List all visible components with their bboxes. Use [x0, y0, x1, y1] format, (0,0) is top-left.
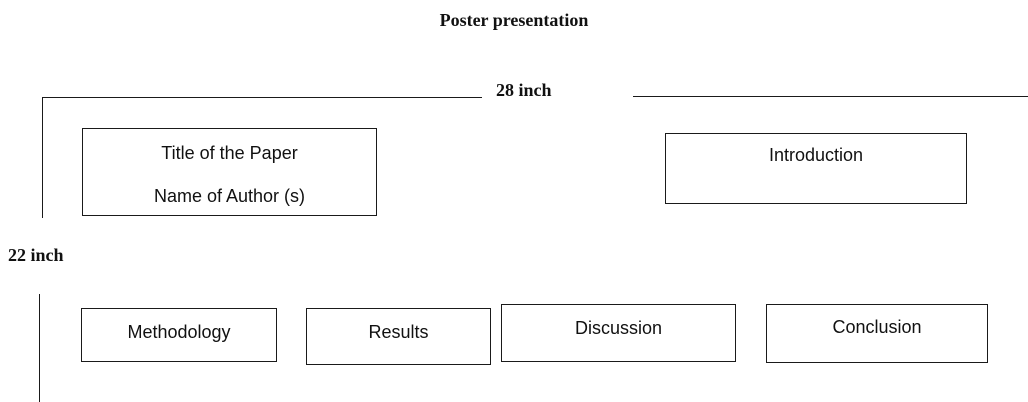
height-dimension-line-bottom [39, 294, 40, 402]
introduction-label: Introduction [768, 145, 864, 165]
paper-title-label: Title of the Paper [161, 143, 298, 163]
width-dimension-label: 28 inch [496, 80, 552, 100]
width-dimension-line-left [42, 97, 482, 98]
methodology-label: Methodology [127, 322, 231, 342]
title-author-box: Title of the Paper Name of Author (s) [82, 128, 377, 216]
height-dimension-label: 22 inch [8, 245, 64, 265]
diagram-title: Poster presentation [439, 10, 589, 30]
height-dimension-line-top [42, 97, 43, 218]
conclusion-box: Conclusion [766, 304, 988, 363]
discussion-label: Discussion [574, 318, 663, 338]
results-label: Results [368, 322, 429, 342]
results-box: Results [306, 308, 491, 365]
introduction-box: Introduction [665, 133, 967, 204]
author-name-label: Name of Author (s) [153, 186, 306, 206]
methodology-box: Methodology [81, 308, 277, 362]
conclusion-label: Conclusion [832, 317, 922, 337]
width-dimension-line-right [633, 96, 1028, 97]
discussion-box: Discussion [501, 304, 736, 362]
